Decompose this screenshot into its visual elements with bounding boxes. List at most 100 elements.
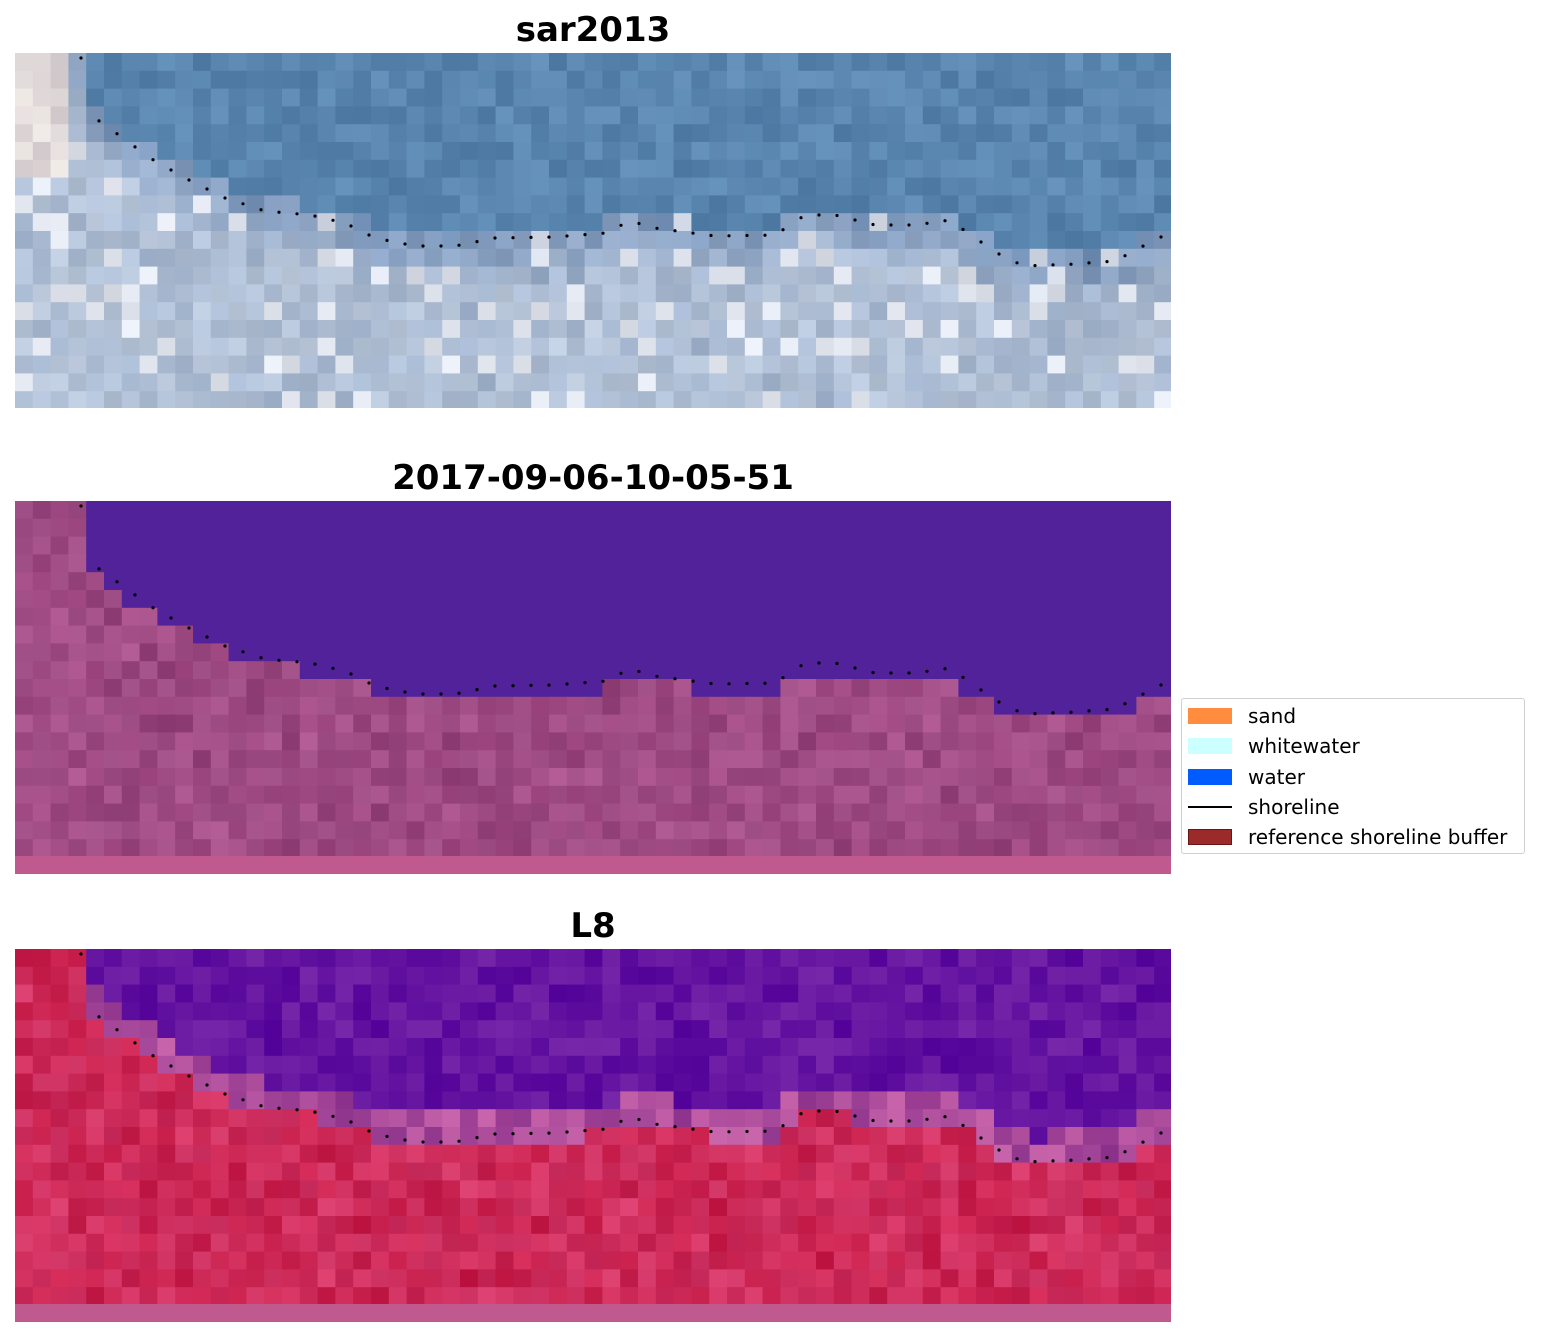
pixel-cell	[940, 373, 959, 392]
pixel-cell	[264, 501, 283, 520]
pixel-cell	[86, 355, 105, 374]
pixel-cell	[709, 1038, 728, 1057]
pixel-cell	[495, 1038, 514, 1057]
pixel-cell	[833, 391, 853, 408]
pixel-cell	[549, 1269, 568, 1288]
pixel-cell	[940, 302, 959, 321]
pixel-cell	[139, 785, 158, 805]
pixel-cell	[282, 70, 301, 90]
pixel-cell	[371, 949, 390, 968]
pixel-cell	[940, 1251, 959, 1270]
pixel-cell	[68, 966, 87, 986]
pixel-cell	[86, 661, 105, 680]
pixel-cell	[299, 501, 319, 520]
pixel-cell	[406, 373, 425, 392]
pixel-cell	[905, 1162, 924, 1181]
pixel-cell	[210, 1127, 230, 1146]
pixel-cell	[460, 213, 479, 232]
pixel-cell	[584, 177, 603, 196]
pixel-cell	[228, 750, 247, 769]
pixel-cell	[940, 1020, 959, 1039]
pixel-cell	[905, 1269, 924, 1288]
pixel-cell	[1047, 625, 1066, 644]
pixel-cell	[228, 536, 247, 555]
pixel-cell	[104, 966, 123, 986]
pixel-cell	[833, 1038, 853, 1057]
pixel-cell	[602, 213, 621, 232]
pixel-cell	[424, 590, 443, 609]
pixel-cell	[655, 1162, 675, 1181]
pixel-cell	[157, 625, 176, 644]
pixel-cell	[709, 625, 728, 644]
pixel-cell	[620, 391, 639, 408]
pixel-cell	[424, 213, 443, 232]
pixel-cell	[317, 159, 336, 179]
pixel-cell	[762, 1251, 781, 1270]
pixel-cell	[1029, 661, 1048, 680]
pixel-cell	[691, 821, 710, 840]
pixel-cell	[1154, 159, 1171, 179]
pixel-cell	[833, 984, 853, 1003]
pixel-cell	[175, 661, 194, 680]
legend-label: reference shoreline buffer	[1248, 825, 1508, 849]
pixel-cell	[584, 1091, 603, 1110]
pixel-cell	[442, 536, 461, 555]
shoreline-point	[925, 221, 929, 225]
pixel-cell	[317, 373, 336, 392]
pixel-cell	[691, 554, 710, 573]
pixel-cell	[887, 1216, 906, 1235]
pixel-cell	[584, 1162, 603, 1181]
pixel-cell	[673, 320, 692, 339]
pixel-cell	[495, 1251, 514, 1270]
pixel-cell	[1065, 1038, 1084, 1057]
pixel-cell	[940, 821, 959, 840]
pixel-cell	[691, 572, 710, 591]
pixel-cell	[193, 248, 212, 268]
pixel-cell	[620, 88, 639, 107]
pixel-cell	[353, 302, 372, 321]
pixel-cell	[994, 768, 1013, 787]
legend-item-reference-buffer: reference shoreline buffer	[1188, 825, 1508, 849]
pixel-cell	[549, 1038, 568, 1057]
pixel-cell	[655, 821, 675, 840]
pixel-cell	[638, 554, 657, 573]
pixel-cell	[851, 1073, 870, 1092]
pixel-cell	[335, 1233, 354, 1253]
pixel-cell	[175, 1073, 194, 1092]
pixel-cell	[762, 1180, 781, 1199]
pixel-cell	[869, 750, 888, 769]
pixel-cell	[709, 195, 728, 214]
pixel-cell	[424, 518, 443, 538]
pixel-cell	[210, 106, 230, 125]
pixel-cell	[1011, 373, 1031, 392]
pixel-cell	[833, 1162, 853, 1181]
pixel-cell	[940, 554, 959, 573]
pixel-cell	[1047, 1055, 1066, 1075]
pixel-cell	[1083, 1002, 1102, 1021]
pixel-cell	[228, 661, 247, 680]
pixel-cell	[424, 572, 443, 591]
pixel-cell	[940, 1287, 959, 1306]
pixel-cell	[175, 1144, 194, 1164]
pixel-cell	[1065, 696, 1084, 716]
pixel-cell	[513, 1002, 532, 1021]
pixel-cell	[780, 1251, 799, 1270]
pixel-cell	[210, 1109, 230, 1128]
pixel-cell	[549, 355, 568, 374]
pixel-cell	[727, 1109, 746, 1128]
pixel-cell	[32, 785, 52, 805]
pixel-cell	[851, 177, 870, 196]
pixel-cell	[584, 1251, 603, 1270]
pixel-cell	[1118, 949, 1137, 968]
pixel-cell	[121, 607, 141, 627]
pixel-cell	[851, 213, 870, 232]
pixel-cell	[228, 1251, 247, 1270]
pixel-cell	[709, 248, 728, 268]
pixel-cell	[1100, 768, 1120, 787]
pixel-cell	[1011, 266, 1031, 285]
pixel-cell	[531, 696, 550, 716]
pixel-cell	[1136, 1162, 1155, 1181]
pixel-cell	[513, 70, 532, 90]
pixel-cell	[193, 195, 212, 214]
pixel-cell	[50, 284, 69, 303]
